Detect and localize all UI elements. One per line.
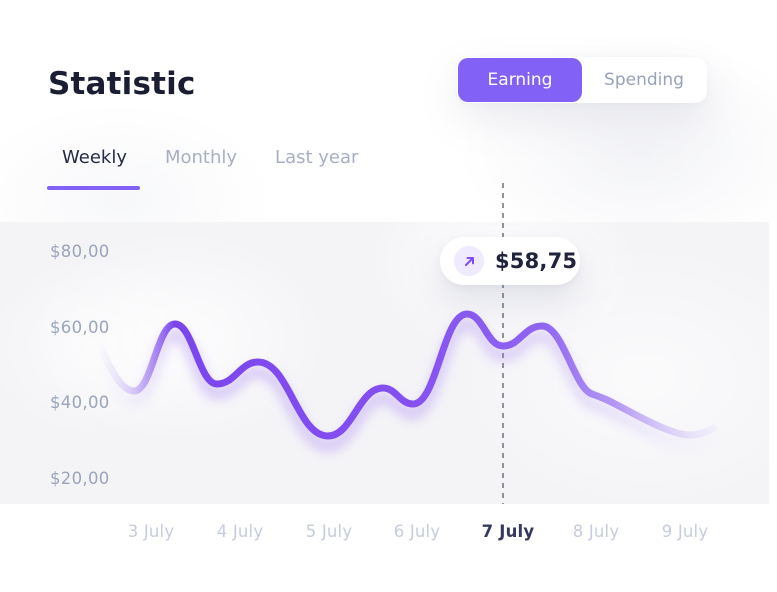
active-tab-underline bbox=[47, 186, 140, 190]
page-title: Statistic bbox=[48, 66, 196, 102]
period-tabs: Weekly Monthly Last year bbox=[62, 146, 358, 170]
line-glow bbox=[95, 319, 719, 451]
x-axis-label-4-july: 4 July bbox=[216, 522, 264, 541]
trend-up-icon bbox=[454, 246, 484, 276]
y-axis-tick-20: $20,00 bbox=[50, 469, 110, 488]
tab-last-year[interactable]: Last year bbox=[275, 147, 359, 168]
x-axis-label-6-july: 6 July bbox=[393, 522, 441, 541]
toggle-option-spending[interactable]: Spending bbox=[582, 58, 706, 102]
tab-weekly[interactable]: Weekly bbox=[62, 147, 127, 168]
x-axis-label-7-july: 7 July bbox=[481, 522, 535, 541]
toggle-option-earning[interactable]: Earning bbox=[458, 58, 582, 102]
x-axis-label-9-july: 9 July bbox=[661, 522, 709, 541]
earning-spending-toggle: Earning Spending bbox=[457, 57, 707, 103]
x-axis-label-8-july: 8 July bbox=[572, 522, 620, 541]
y-axis-tick-40: $40,00 bbox=[50, 393, 110, 412]
y-axis-tick-80: $80,00 bbox=[50, 242, 110, 261]
y-axis-tick-60: $60,00 bbox=[50, 318, 110, 337]
chart-background-band bbox=[0, 222, 769, 504]
x-axis-label-5-july: 5 July bbox=[305, 522, 353, 541]
tooltip-value: $58,75 bbox=[495, 249, 578, 273]
x-axis-label-3-july: 3 July bbox=[127, 522, 175, 541]
earning-line bbox=[96, 310, 718, 440]
tab-monthly[interactable]: Monthly bbox=[164, 147, 238, 168]
value-tooltip: $58,75 bbox=[440, 237, 580, 285]
